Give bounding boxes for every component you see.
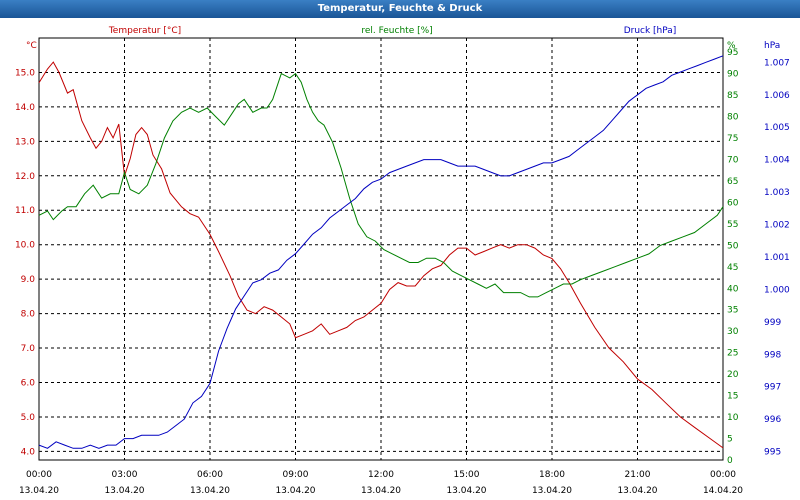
- x-tick-date-label: 14.04.20: [703, 486, 743, 496]
- humidity-tick-label: 65: [727, 177, 738, 187]
- x-tick-date-label: 13.04.20: [532, 486, 572, 496]
- temperature-tick-label: 15.0: [15, 68, 35, 78]
- x-tick-label: 21:00: [625, 470, 651, 480]
- x-tick-label: 03:00: [112, 470, 138, 480]
- x-tick-label: 00:00: [710, 470, 736, 480]
- humidity-tick-label: 5: [727, 435, 733, 445]
- humidity-tick-label: 90: [727, 70, 739, 80]
- humidity-tick-label: 70: [727, 155, 739, 165]
- pressure-tick-label: 996: [764, 415, 781, 425]
- temperature-axis-header: Temperatur [°C]: [108, 26, 181, 36]
- humidity-tick-label: 15: [727, 392, 738, 402]
- pressure-tick-label: 1.004: [764, 156, 790, 166]
- humidity-tick-label: 10: [727, 413, 739, 423]
- temperature-tick-label: 10.0: [15, 241, 35, 251]
- x-tick-date-label: 13.04.20: [104, 486, 144, 496]
- x-tick-label: 15:00: [454, 470, 480, 480]
- humidity-tick-label: 55: [727, 220, 738, 230]
- temperature-tick-label: 12.0: [15, 172, 35, 182]
- pressure-tick-label: 1.006: [764, 91, 790, 101]
- humidity-tick-label: 95: [727, 48, 738, 58]
- pressure-tick-label: 1.000: [764, 285, 790, 295]
- humidity-axis-header: rel. Feuchte [%]: [361, 26, 432, 36]
- chart-title: Temperatur, Feuchte & Druck: [0, 0, 800, 18]
- temperature-tick-label: 7.0: [21, 344, 36, 354]
- temperature-tick-label: 5.0: [21, 413, 36, 423]
- pressure-tick-label: 998: [764, 350, 781, 360]
- temperature-tick-label: 6.0: [21, 378, 36, 388]
- x-tick-label: 18:00: [539, 470, 565, 480]
- x-tick-label: 12:00: [368, 470, 394, 480]
- temperature-tick-label: 9.0: [21, 275, 36, 285]
- humidity-tick-label: 85: [727, 91, 738, 101]
- x-tick-label: 06:00: [197, 470, 223, 480]
- humidity-tick-label: 60: [727, 198, 739, 208]
- pressure-tick-label: 995: [764, 448, 781, 458]
- series-line-temperature: [38, 61, 724, 449]
- pressure-tick-label: 1.003: [764, 188, 790, 198]
- humidity-tick-label: 50: [727, 241, 739, 251]
- x-tick-date-label: 13.04.20: [446, 486, 486, 496]
- temperature-tick-label: 8.0: [21, 310, 36, 320]
- humidity-tick-label: 75: [727, 134, 738, 144]
- humidity-axis-unit: %: [727, 41, 736, 51]
- pressure-tick-label: 999: [764, 318, 781, 328]
- humidity-tick-label: 35: [727, 306, 738, 316]
- temperature-tick-label: 13.0: [15, 137, 35, 147]
- series-line-pressure: [38, 55, 724, 449]
- pressure-tick-label: 1.001: [764, 253, 790, 263]
- pressure-tick-label: 997: [764, 383, 781, 393]
- plot-frame: [38, 37, 724, 461]
- x-tick-date-label: 13.04.20: [361, 486, 401, 496]
- x-tick-label: 00:00: [26, 470, 52, 480]
- x-tick-label: 09:00: [283, 470, 309, 480]
- x-tick-date-label: 13.04.20: [617, 486, 657, 496]
- pressure-axis-unit: hPa: [764, 41, 780, 51]
- pressure-tick-label: 1.007: [764, 58, 790, 68]
- series-line-humidity: [38, 72, 724, 298]
- humidity-tick-label: 0: [727, 456, 733, 466]
- humidity-tick-label: 20: [727, 370, 739, 380]
- temperature-tick-label: 4.0: [21, 447, 36, 457]
- temperature-tick-label: 14.0: [15, 103, 35, 113]
- humidity-tick-label: 45: [727, 263, 738, 273]
- temperature-tick-label: 11.0: [15, 206, 35, 216]
- x-tick-date-label: 13.04.20: [190, 486, 230, 496]
- x-tick-date-label: 13.04.20: [275, 486, 315, 496]
- humidity-tick-label: 40: [727, 284, 739, 294]
- pressure-tick-label: 1.002: [764, 221, 790, 231]
- temperature-axis-unit: °C: [26, 41, 37, 51]
- humidity-tick-label: 80: [727, 113, 739, 123]
- x-tick-date-label: 13.04.20: [19, 486, 59, 496]
- pressure-tick-label: 1.005: [764, 123, 790, 133]
- humidity-tick-label: 25: [727, 349, 738, 359]
- humidity-tick-label: 30: [727, 327, 739, 337]
- pressure-axis-header: Druck [hPa]: [624, 26, 677, 36]
